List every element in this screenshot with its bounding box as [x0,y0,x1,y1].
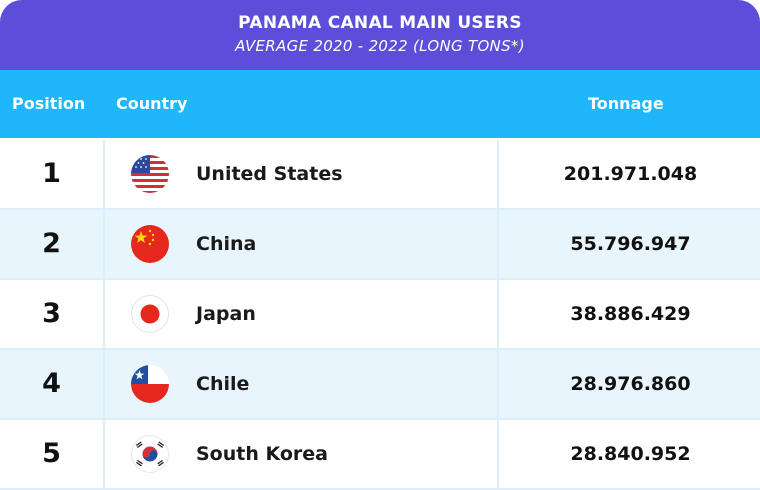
tonnage-cell: 28.976.860 [570,373,691,395]
tonnage-cell: 38.886.429 [570,303,691,325]
country-name: China [196,233,257,255]
country-name: United States [196,163,343,185]
column-header-position: Position [12,94,86,113]
rank-cell: 5 [0,420,105,488]
japan-flag-icon [131,295,169,333]
us-flag-icon [131,155,169,193]
country-name: Japan [196,303,256,325]
south-korea-flag-icon [131,435,169,473]
rank-cell: 3 [0,280,105,348]
column-header-tonnage: Tonnage [588,94,664,113]
country-name: South Korea [196,443,329,465]
rank-cell: 4 [0,350,105,418]
table-row: 2 China 55.796.947 [0,210,760,280]
table-row: 1 [0,140,760,210]
table-row: 4 Chile 28.976.860 [0,350,760,420]
china-flag-icon [131,225,169,263]
table-row: 3 Japan 38.886.429 [0,280,760,350]
tonnage-cell: 55.796.947 [570,233,691,255]
column-header-row: Position Country Tonnage [0,70,760,138]
tonnage-cell: 28.840.952 [570,443,691,465]
country-name: Chile [196,373,250,395]
country-cell: Japan [107,280,499,348]
table-body: 1 [0,140,760,490]
country-cell: China [107,210,499,278]
chile-flag-icon [131,365,169,403]
column-header-country: Country [116,94,188,113]
title-bar: PANAMA CANAL MAIN USERS AVERAGE 2020 - 2… [0,0,760,70]
table-row: 5 [0,420,760,490]
tonnage-cell: 201.971.048 [563,163,698,185]
country-cell: United States [107,140,499,208]
rank-cell: 2 [0,210,105,278]
table-subtitle: AVERAGE 2020 - 2022 (LONG TONS*) [235,37,525,55]
table-title: PANAMA CANAL MAIN USERS [238,13,522,33]
country-cell: South Korea [107,420,499,488]
rank-cell: 1 [0,140,105,208]
country-cell: Chile [107,350,499,418]
